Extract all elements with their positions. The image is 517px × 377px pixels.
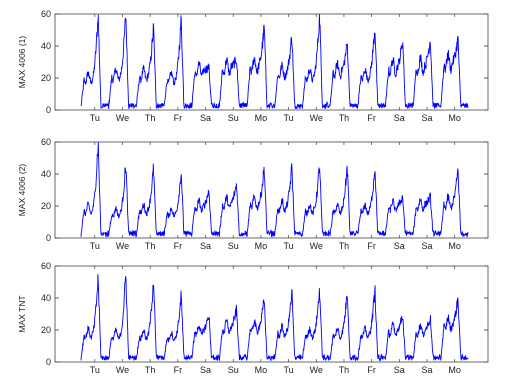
x-tick-label: Mo [255,365,268,375]
y-tick-label: 0 [46,357,51,367]
panel-1: 0 20 40 60 MAX 4006 (1) Tu We Th Fr Sa Su Mo Tu We Th F… [17,9,489,123]
panel-3: 0 20 40 60 MAX TNT Tu We Th Fr Sa Su Mo Tu We Th Fr Sa Sa… [17,261,489,375]
x-tick-label: Tu [90,113,100,123]
x-tick-label: Mo [448,241,461,251]
x-tick-label: Th [145,113,156,123]
plot-frame [54,13,489,111]
x-tick-label: Su [228,365,239,375]
x-tick-label: We [116,241,129,251]
x-tick-label: Th [339,113,350,123]
x-tick-label: We [116,365,129,375]
x-tick-label: We [116,113,129,123]
x-tick-label: Th [339,365,350,375]
x-tick-label: Sa [200,241,211,251]
x-tick-label: Sa [394,113,405,123]
x-tick-label: Sa [421,241,432,251]
x-tick-label: Sa [421,113,432,123]
x-tick-label: Su [228,241,239,251]
plot-frame [54,265,489,363]
y-tick-label: 0 [46,105,51,115]
y-axis-label: MAX TNT [17,295,27,332]
x-tick-label: Sa [421,365,432,375]
x-tick-label: We [310,365,323,375]
series-line [80,274,469,362]
y-tick-label: 20 [41,201,51,211]
x-tick-label: Fr [174,365,183,375]
x-tick-label: We [310,241,323,251]
y-axis-label: MAX 4006 (1) [17,36,27,89]
x-tick-label: Mo [255,241,268,251]
x-tick-label: Tu [284,365,294,375]
panel-2: 0 20 40 60 MAX 4006 (2) Tu We Th Fr Sa Su Mo Tu We Th F… [17,137,489,251]
y-tick-label: 40 [41,293,51,303]
x-tick-label: Tu [90,241,100,251]
y-tick-label: 40 [41,169,51,179]
x-tick-label: Tu [284,241,294,251]
x-tick-label: Tu [284,113,294,123]
y-tick-label: 20 [41,325,51,335]
x-tick-label: Th [339,241,350,251]
y-tick-label: 60 [41,9,51,19]
y-axis-label: MAX 4006 (2) [17,164,27,217]
series-line [80,141,469,238]
x-tick-label: Sa [394,241,405,251]
y-tick-label: 60 [41,137,51,147]
x-tick-label: Fr [174,241,183,251]
plot-frame [54,141,489,239]
x-tick-label: Sa [200,113,211,123]
x-tick-label: Fr [367,113,376,123]
x-tick-label: Fr [174,113,183,123]
x-tick-label: Sa [200,365,211,375]
x-tick-label: Mo [448,113,461,123]
x-tick-label: Su [228,113,239,123]
x-tick-label: We [310,113,323,123]
x-tick-label: Mo [448,365,461,375]
x-tick-label: Fr [367,241,376,251]
y-tick-label: 20 [41,73,51,83]
y-tick-label: 60 [41,261,51,271]
x-tick-label: Sa [394,365,405,375]
series-line [80,13,469,110]
x-tick-label: Th [145,365,156,375]
x-tick-label: Mo [255,113,268,123]
y-tick-label: 0 [46,233,51,243]
x-tick-label: Th [145,241,156,251]
y-tick-label: 40 [41,41,51,51]
x-tick-label: Fr [367,365,376,375]
x-tick-label: Tu [90,365,100,375]
